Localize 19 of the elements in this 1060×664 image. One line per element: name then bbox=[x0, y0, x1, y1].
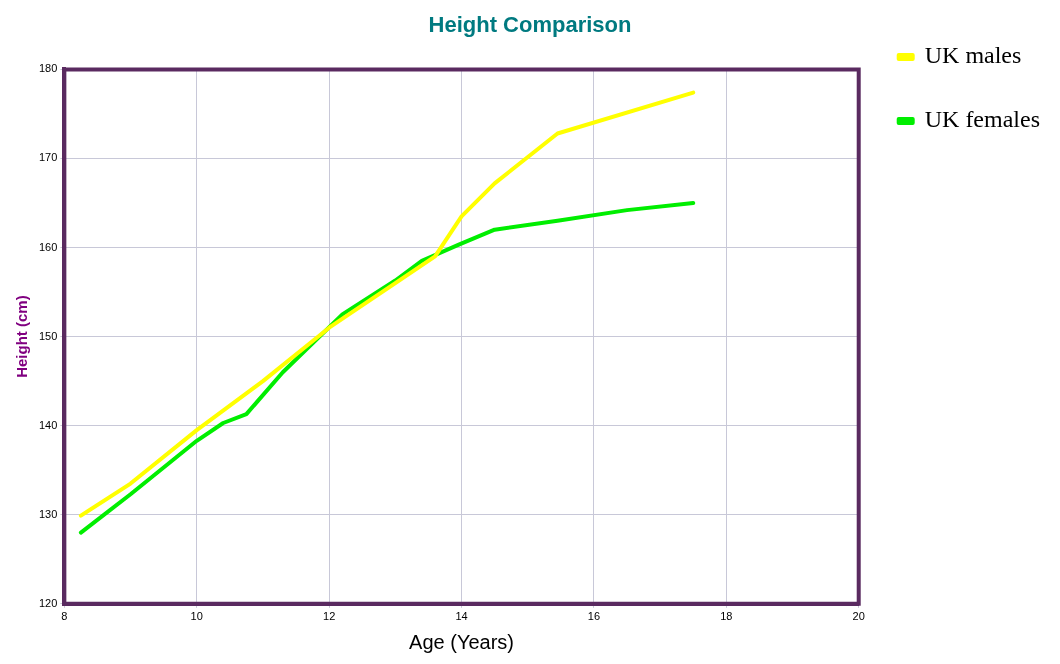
y-tick-label: 160 bbox=[38, 240, 58, 253]
x-tick-label: 14 bbox=[455, 610, 468, 623]
y-tick-label: 180 bbox=[38, 62, 58, 75]
legend-label: UK males bbox=[924, 42, 1022, 69]
y-tick-label: 120 bbox=[38, 596, 58, 609]
y-tick-label: 170 bbox=[38, 151, 58, 164]
x-tick-label: 18 bbox=[720, 610, 733, 623]
x-tick-label: 8 bbox=[61, 610, 68, 623]
y-tick-label: 130 bbox=[38, 507, 58, 520]
x-tick-label: 16 bbox=[587, 610, 601, 623]
y-axis-title: Height (cm) bbox=[13, 295, 31, 378]
x-tick-label: 20 bbox=[852, 610, 865, 623]
y-tick-label: 140 bbox=[38, 418, 58, 431]
x-axis-title: Age (Years) bbox=[409, 630, 514, 653]
y-tick-label: 150 bbox=[38, 329, 58, 342]
x-tick-label: 10 bbox=[190, 610, 203, 623]
chart-title: Height Comparison bbox=[428, 12, 632, 38]
legend-label: UK females bbox=[924, 106, 1041, 133]
x-tick-label: 12 bbox=[323, 610, 336, 623]
